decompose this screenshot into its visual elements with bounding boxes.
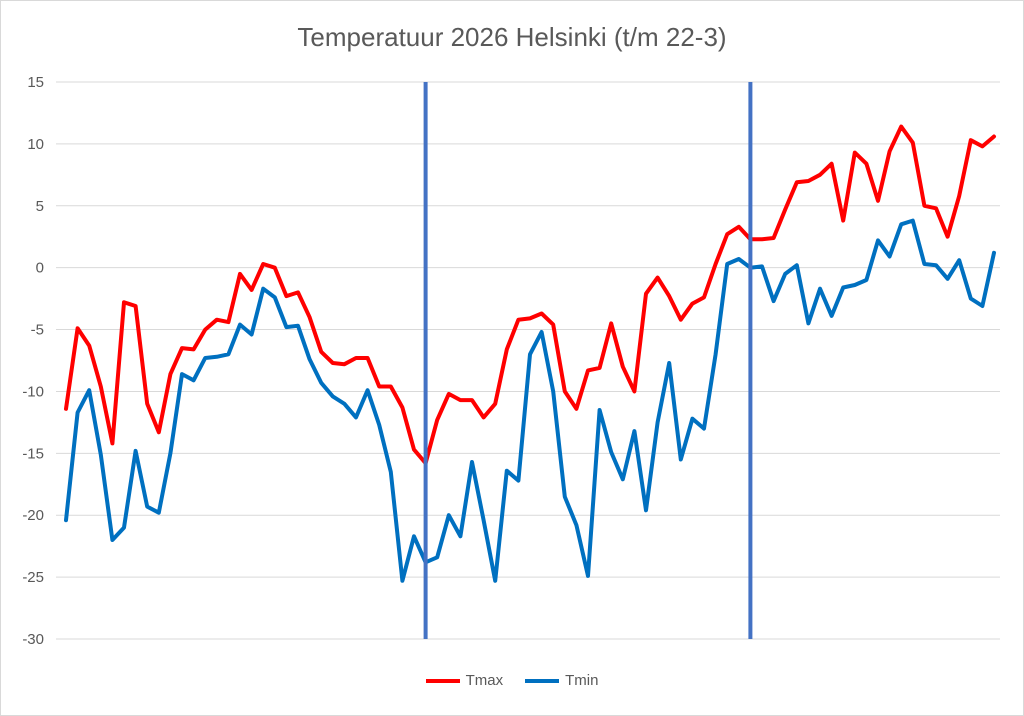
legend-item-tmax: Tmax	[425, 672, 504, 689]
y-tick-label: 15	[27, 74, 44, 91]
series-line-tmax	[64, 124, 996, 466]
legend-item-tmin: Tmin	[525, 672, 598, 689]
y-tick-label: -15	[22, 445, 44, 462]
y-axis-tick-labels: 15 10 5 0 -5 -10 -15 -20 -25 -30	[22, 74, 44, 648]
y-tick-label: -10	[22, 383, 44, 400]
series-line-tmin	[64, 218, 996, 583]
y-tick-label: 10	[27, 136, 44, 153]
vertical-markers	[423, 82, 753, 639]
legend-swatch-tmin	[525, 678, 560, 683]
series-lines	[64, 124, 996, 583]
chart-title: Temperatuur 2026 Helsinki (t/m 22-3)	[297, 22, 727, 52]
y-tick-label: 5	[36, 198, 44, 215]
y-tick-label: -20	[22, 507, 44, 524]
y-tick-label: -25	[22, 569, 44, 586]
legend-label-tmax: Tmax	[465, 672, 504, 689]
y-tick-label: -5	[31, 322, 44, 339]
y-tick-label: 0	[36, 260, 44, 277]
y-tick-label: -30	[22, 631, 44, 648]
legend: Tmax Tmin	[0, 672, 1024, 689]
legend-label-tmin: Tmin	[565, 672, 599, 689]
legend-swatch-tmax	[425, 678, 460, 683]
